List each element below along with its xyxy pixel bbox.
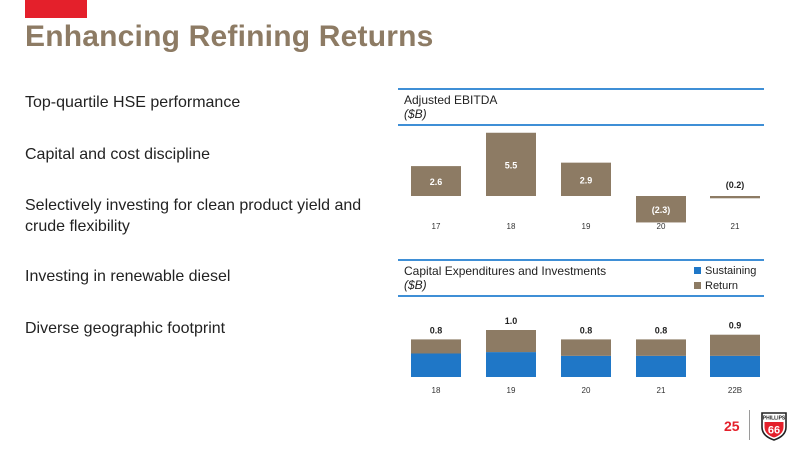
bullet-item: Capital and cost discipline [25,146,210,163]
capex-bar-sustaining-19 [486,352,536,377]
panel-bottom-rule [398,124,764,126]
legend-swatch-return [694,282,701,289]
legend-sustaining: Sustaining [694,265,756,277]
logo-number: 66 [768,425,780,437]
ebitda-x-tick: 18 [507,222,516,231]
capex-x-tick: 18 [432,386,441,395]
capex-plot: 0.8 18 1.0 19 0.8 20 0.8 21 0.9 22B [411,316,760,395]
capex-bar-sustaining-21 [636,355,686,377]
ebitda-data-label: 2.6 [430,177,443,187]
capex-chart: Capital Expenditures and Investments ($B… [398,259,764,399]
legend-label: Sustaining [705,265,757,277]
capex-total-label: 0.8 [580,325,593,335]
ebitda-chart: Adjusted EBITDA ($B) 2.6 17 5.5 18 2.9 19 (2.3… [398,88,764,244]
bullet-item: Selectively investing for clean product … [25,197,362,235]
capex-bar-sustaining-22B [710,355,760,377]
capex-bar-return-21 [636,339,686,356]
capex-bar-return-20 [561,339,611,356]
capex-total-label: 0.9 [729,321,742,331]
ebitda-x-tick: 19 [582,222,591,231]
ebitda-x-tick: 21 [731,222,740,231]
bullet-item: Investing in renewable diesel [25,268,231,285]
accent-bar [25,0,87,18]
ebitda-x-tick: 20 [657,222,666,231]
panel-top-rule [398,88,764,90]
ebitda-x-tick: 17 [432,222,441,231]
bullet-item: Top-quartile HSE performance [25,94,241,111]
capex-bar-return-18 [411,339,461,354]
chart-title: Capital Expenditures and Investments [404,264,607,278]
page-divider [749,410,750,440]
capex-bar-return-22B [710,334,760,356]
phillips-66-logo-icon: PHILLIPS 66 [761,412,787,441]
panel-top-rule [398,259,764,261]
ebitda-bar-21 [710,196,760,199]
capex-x-tick: 21 [657,386,666,395]
bullet-item: Diverse geographic footprint [25,320,226,337]
ebitda-data-label: (0.2) [726,180,745,190]
ebitda-bar-20 [636,196,686,223]
capex-x-tick: 22B [728,386,742,395]
capex-bar-sustaining-18 [411,353,461,377]
capex-bar-return-19 [486,330,536,353]
page-number: 25 [724,418,740,434]
chart-title: Adjusted EBITDA [404,93,498,107]
capex-x-tick: 20 [582,386,591,395]
ebitda-data-label: (2.3) [652,205,671,215]
ebitda-bar-18 [486,132,536,196]
chart-unit: ($B) [404,278,427,292]
chart-unit: ($B) [404,107,427,121]
ebitda-plot: 2.6 17 5.5 18 2.9 19 (2.3) 20 (0.2) 21 [411,132,760,231]
capex-x-tick: 19 [507,386,516,395]
capex-total-label: 0.8 [655,325,668,335]
legend-swatch-sustaining [694,267,701,274]
ebitda-bar-19 [561,162,611,196]
ebitda-bar-17 [411,166,461,196]
page-title: Enhancing Refining Returns [25,20,434,53]
legend-label: Return [705,280,739,292]
ebitda-data-label: 2.9 [580,175,593,185]
logo-text: PHILLIPS [763,416,786,422]
capex-bar-sustaining-20 [561,355,611,377]
panel-bottom-rule [398,295,764,297]
ebitda-data-label: 5.5 [505,160,518,170]
capex-total-label: 0.8 [430,325,443,335]
capex-total-label: 1.0 [505,316,518,326]
legend-return: Return [694,280,738,292]
